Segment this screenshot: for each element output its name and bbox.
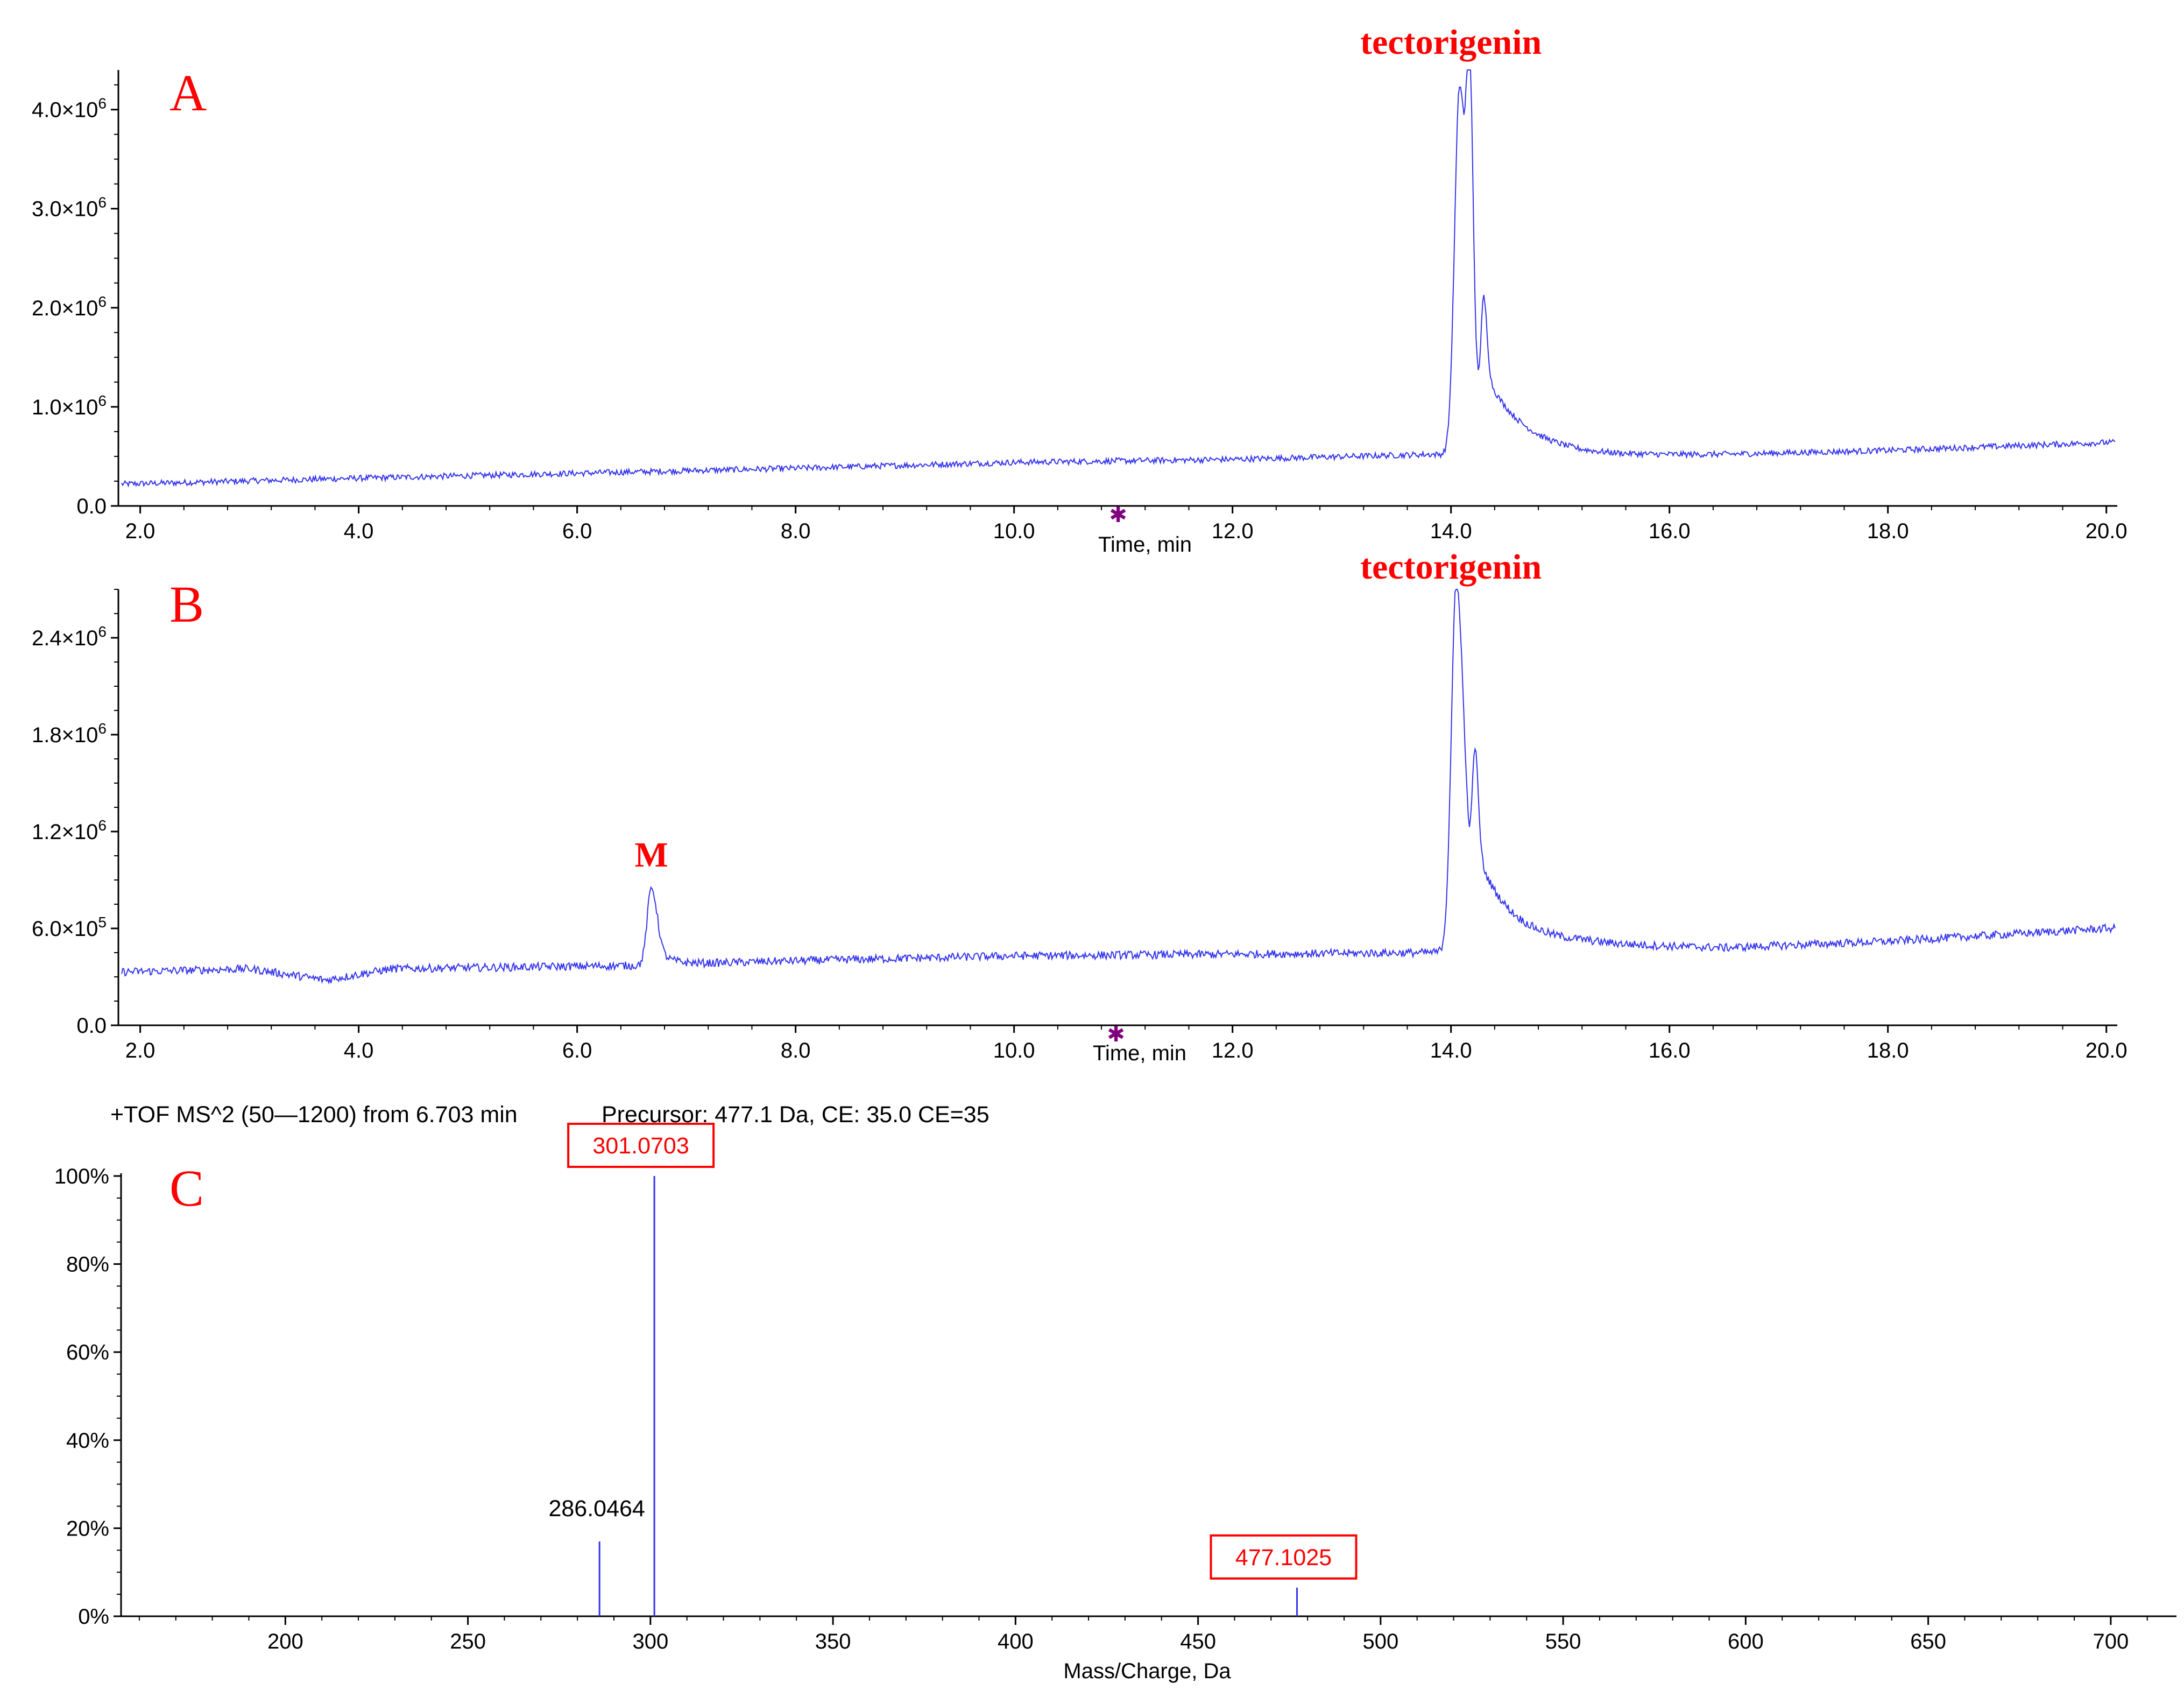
x-tick-label: 12.0 [1212, 1039, 1254, 1062]
panel-b-letter: B [169, 575, 204, 633]
x-tick-label: 10.0 [993, 519, 1035, 543]
y-tick-label: 1.8×106 [32, 720, 107, 747]
y-tick-label: 40% [66, 1429, 109, 1453]
panel-a-chromatogram: A tectorigenin 2.0 4.0 6.0 8.0 10.0 12.0 14.0 1… [32, 23, 2128, 557]
y-tick-label: 80% [66, 1253, 109, 1277]
asterisk-marker-a: ✱ [1109, 503, 1127, 527]
tectorigenin-label-a: tectorigenin [1360, 23, 1542, 62]
x-tick-label: 20.0 [2086, 519, 2128, 543]
x-tick-label: 14.0 [1430, 1039, 1472, 1062]
x-tick-label: 14.0 [1430, 519, 1472, 543]
x-tick-label: 8.0 [781, 519, 811, 543]
panel-c-xlabel: Mass/Charge, Da [1063, 1659, 1231, 1683]
y-tick-label: 1.0×106 [32, 392, 107, 419]
x-tick-label: 16.0 [1649, 1039, 1691, 1062]
y-tick-label: 2.0×106 [32, 293, 107, 320]
panel-b-xlabel: Time, min [1093, 1041, 1186, 1065]
panel-b-trace [121, 589, 2116, 985]
x-tick-label: 6.0 [562, 1039, 592, 1062]
x-tick-label: 6.0 [562, 519, 592, 543]
y-tick-label: 3.0×106 [32, 194, 107, 221]
x-tick-label: 20.0 [2086, 1039, 2128, 1062]
spectrum-header: +TOF MS^2 (50—1200) from 6.703 min [110, 1102, 518, 1128]
metabolite-m-label: M [635, 835, 668, 875]
y-tick-label: 4.0×106 [32, 95, 107, 122]
y-tick-label: 100% [54, 1165, 109, 1188]
x-tick-label: 550 [1545, 1630, 1581, 1653]
x-tick-label: 600 [1728, 1630, 1764, 1653]
x-tick-label: 18.0 [1867, 519, 1909, 543]
peak-mz-label: 286.0464 [548, 1496, 645, 1522]
x-tick-label: 12.0 [1212, 519, 1254, 543]
x-tick-label: 4.0 [344, 519, 374, 543]
x-tick-label: 4.0 [344, 1039, 374, 1062]
peak-mz-label: 477.1025 [1235, 1545, 1332, 1571]
x-tick-label: 500 [1362, 1630, 1398, 1653]
x-tick-label: 400 [998, 1630, 1034, 1653]
peak-label-box [567, 1123, 715, 1168]
x-tick-label: 18.0 [1867, 1039, 1909, 1062]
y-tick-label: 0.0 [76, 1014, 107, 1038]
panel-c-letter: C [169, 1159, 204, 1217]
asterisk-marker-b: ✱ [1107, 1022, 1125, 1047]
y-tick-label: 20% [66, 1517, 109, 1540]
x-tick-label: 250 [450, 1630, 486, 1653]
y-tick-label: 60% [66, 1341, 109, 1364]
tectorigenin-label-b: tectorigenin [1360, 547, 1542, 587]
x-tick-label: 200 [267, 1630, 303, 1653]
x-tick-label: 350 [815, 1630, 851, 1653]
x-tick-label: 300 [632, 1630, 668, 1653]
x-tick-label: 16.0 [1649, 519, 1691, 543]
x-tick-label: 450 [1180, 1630, 1216, 1653]
x-tick-label: 10.0 [993, 1039, 1035, 1062]
x-tick-label: 650 [1910, 1630, 1946, 1653]
y-tick-label: 1.2×106 [32, 817, 107, 844]
y-tick-label: 0% [78, 1605, 109, 1629]
x-tick-label: 8.0 [781, 1039, 811, 1062]
panel-a-letter: A [169, 64, 207, 122]
panel-b-chromatogram: B tectorigenin M 2.0 4.0 6.0 8.0 10.0 12.0 14.… [32, 547, 2128, 1065]
y-tick-label: 6.0×105 [32, 914, 107, 941]
panel-a-trace [121, 69, 2116, 488]
y-tick-label: 0.0 [76, 495, 107, 518]
panel-a-xlabel: Time, min [1098, 533, 1192, 557]
x-tick-label: 700 [2093, 1630, 2129, 1653]
peak-mz-label: 301.0703 [592, 1133, 689, 1159]
x-tick-label: 2.0 [125, 1039, 156, 1062]
panel-c-ms2-spectrum: +TOF MS^2 (50—1200) from 6.703 min Precu… [54, 1102, 2176, 1683]
peak-label-box [1210, 1534, 1358, 1580]
x-tick-label: 2.0 [125, 519, 156, 543]
y-tick-label: 2.4×106 [32, 623, 107, 650]
